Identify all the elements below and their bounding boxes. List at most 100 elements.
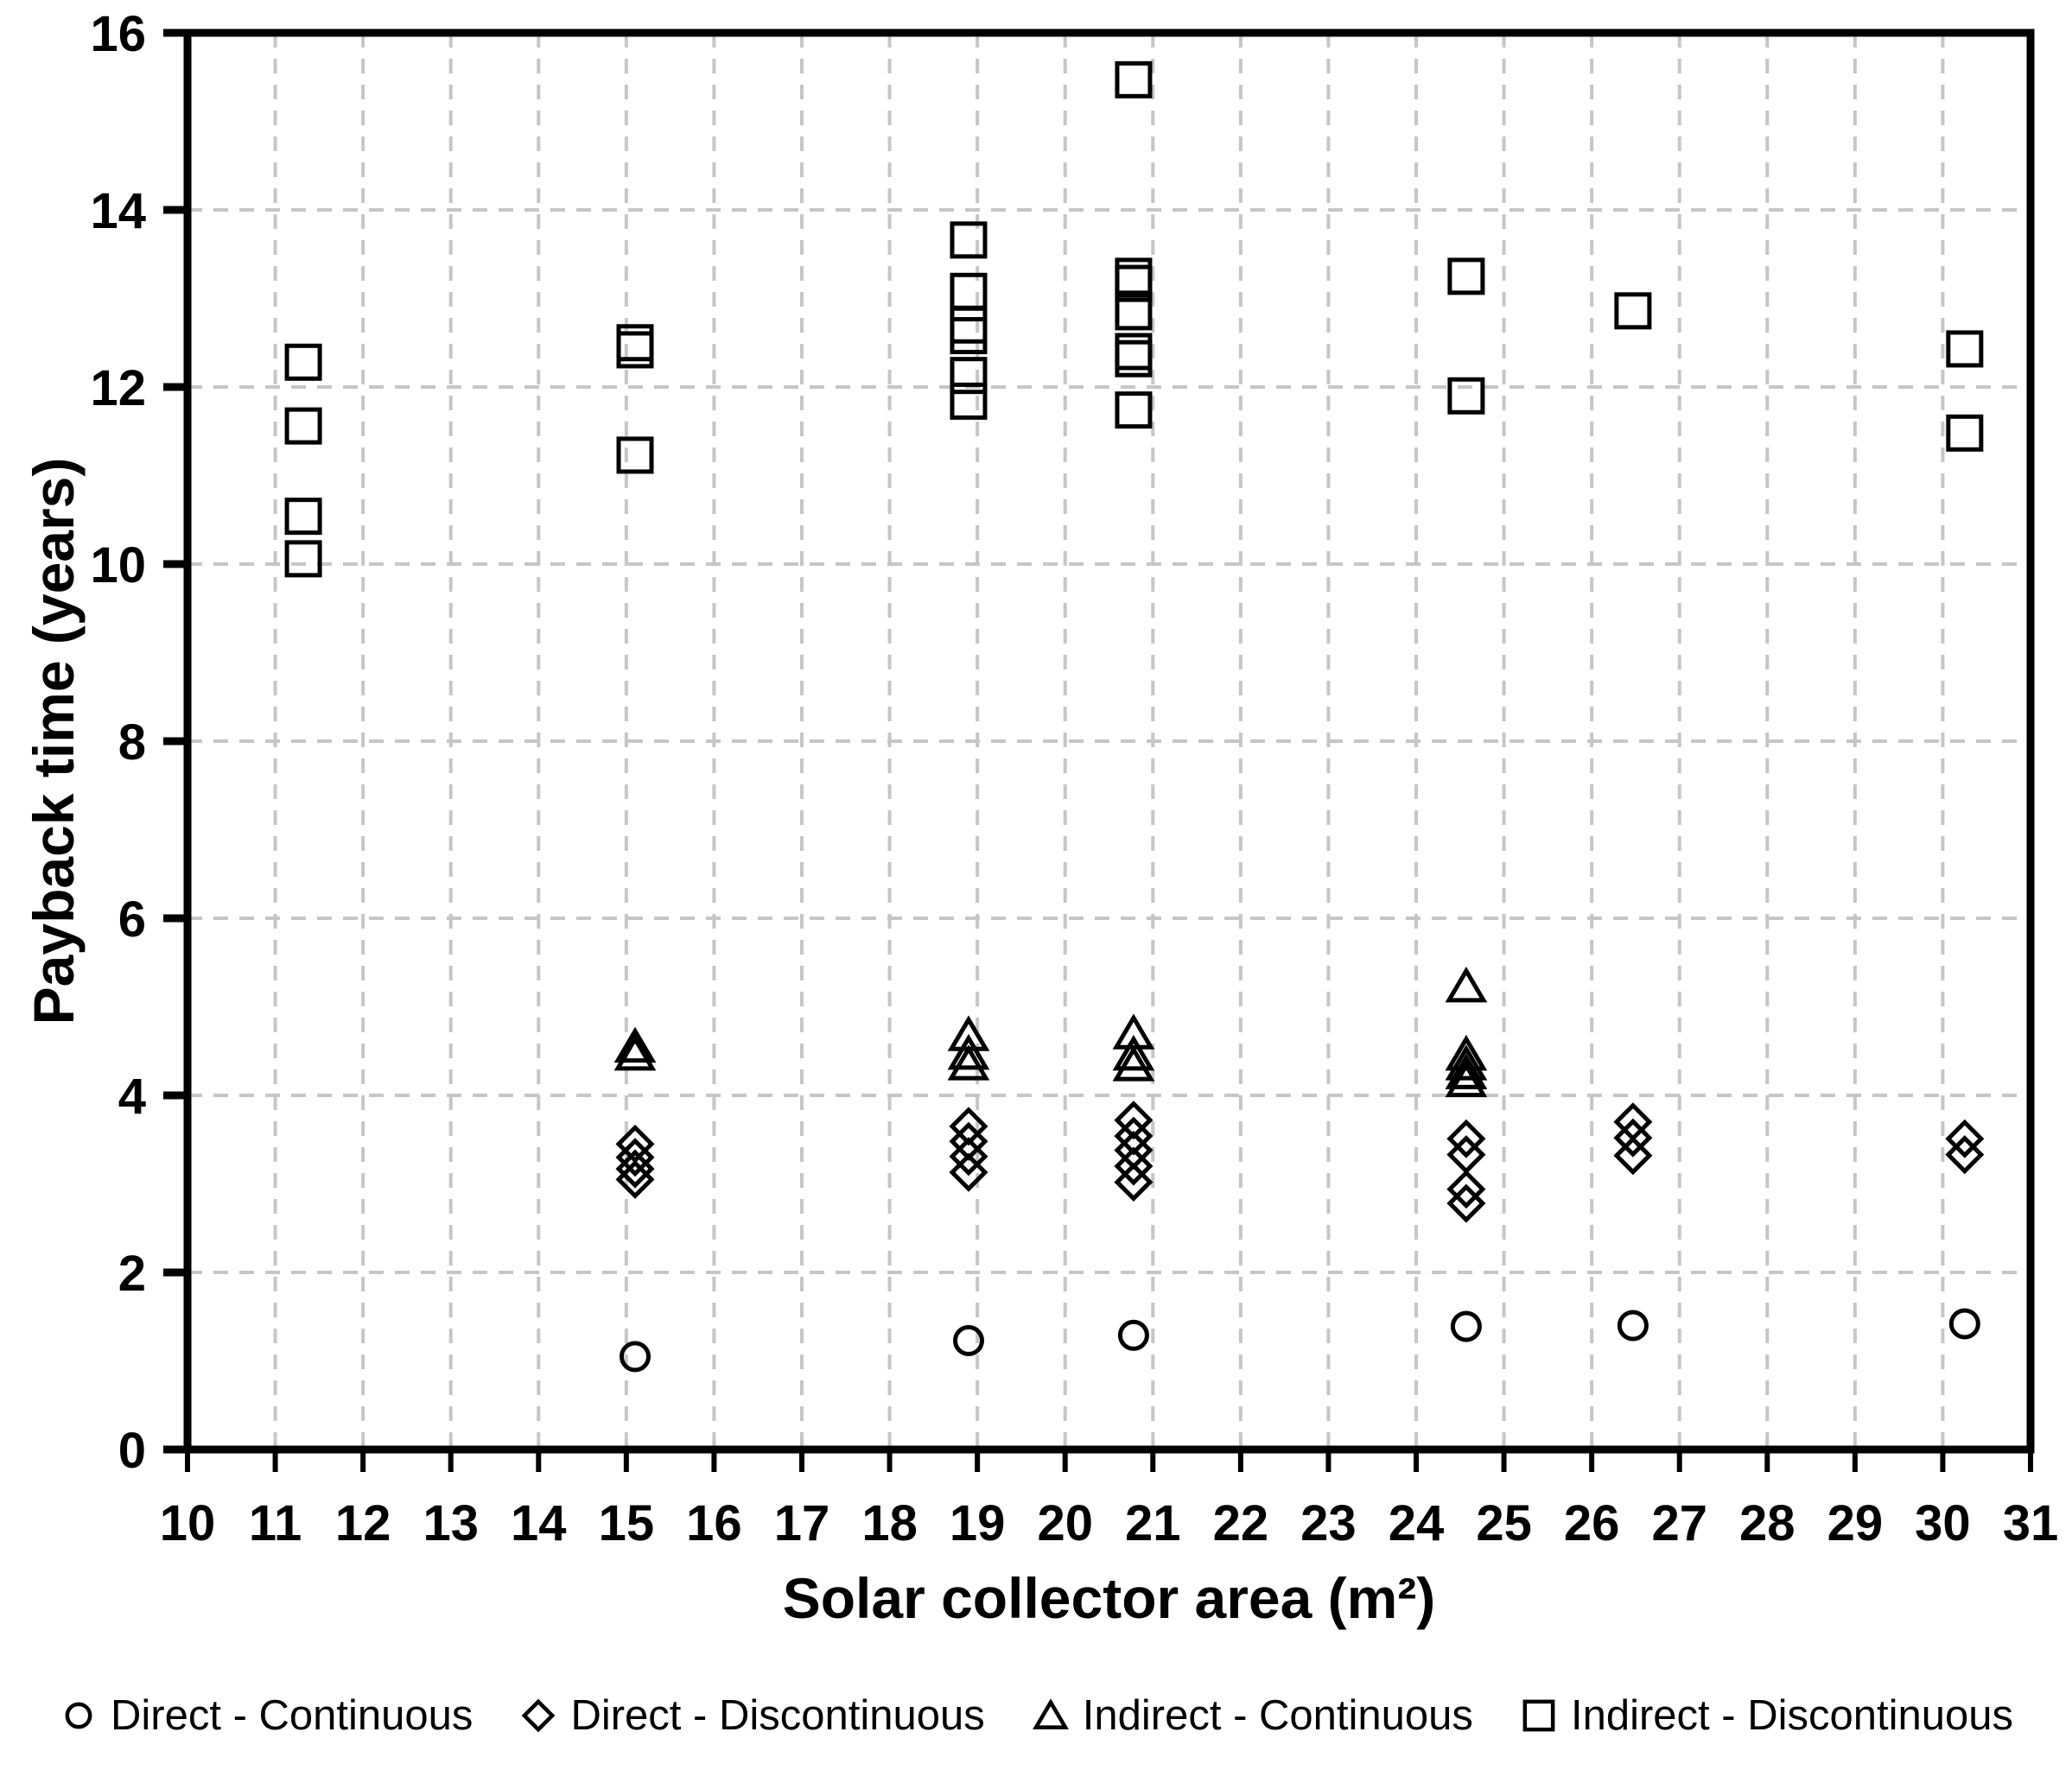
x-tick-label: 14 <box>511 1495 567 1551</box>
x-tick-label: 13 <box>423 1495 479 1551</box>
diamond-icon <box>522 1698 556 1733</box>
x-tick-label: 28 <box>1739 1495 1796 1551</box>
legend-label: Direct - Continuous <box>111 1692 474 1739</box>
x-tick-label: 29 <box>1827 1495 1884 1551</box>
marker-square <box>1115 264 1153 302</box>
marker-diamond <box>1945 1135 1985 1175</box>
x-tick-label: 26 <box>1564 1495 1620 1551</box>
x-tick-label: 19 <box>950 1495 1006 1551</box>
marker-triangle <box>1112 1045 1155 1082</box>
marker-diamond <box>615 1159 655 1199</box>
marker-diamond <box>1613 1118 1653 1158</box>
marker-square <box>950 382 988 420</box>
marker-square <box>1614 292 1652 330</box>
marker-square <box>950 272 988 310</box>
marker-diamond <box>615 1138 655 1177</box>
x-tick-label: 25 <box>1476 1495 1532 1551</box>
marker-square <box>950 317 988 355</box>
marker-square <box>1447 257 1485 295</box>
marker-circle <box>65 1702 92 1729</box>
marker-square <box>1447 377 1485 415</box>
legend-item-diamond: Direct - Discontinuous <box>518 1691 985 1740</box>
y-tick-label: 2 <box>118 1246 146 1302</box>
circle-icon <box>65 1702 92 1729</box>
y-axis-title: Payback time (years) <box>22 457 86 1025</box>
marker-square <box>616 436 654 474</box>
legend-label: Direct - Discontinuous <box>570 1692 985 1739</box>
y-tick-label: 16 <box>90 6 146 62</box>
x-tick-label: 31 <box>2003 1495 2059 1551</box>
legend-label: Indirect - Discontinuous <box>1570 1692 2013 1739</box>
marker-diamond <box>1114 1162 1154 1202</box>
marker-triangle <box>1445 966 1488 1003</box>
marker-square <box>1115 391 1153 429</box>
marker-square <box>616 331 654 369</box>
marker-triangle <box>1445 1061 1488 1098</box>
triangle-icon <box>1032 1698 1069 1729</box>
marker-diamond <box>949 1137 988 1177</box>
marker-circle <box>1617 1310 1649 1342</box>
x-tick-label: 23 <box>1300 1495 1357 1551</box>
x-tick-label: 15 <box>599 1495 655 1551</box>
marker-triangle <box>1445 1053 1488 1089</box>
y-tick-label: 0 <box>118 1423 146 1479</box>
marker-triangle <box>1112 1034 1155 1071</box>
x-tick-label: 22 <box>1213 1495 1269 1551</box>
marker-circle <box>620 1341 651 1373</box>
marker-square <box>1115 293 1153 331</box>
marker-circle <box>1450 1310 1482 1342</box>
x-tick-label: 30 <box>1915 1495 1971 1551</box>
marker-circle <box>1948 1308 1980 1340</box>
marker-diamond <box>1945 1119 1985 1158</box>
x-tick-label: 21 <box>1125 1495 1181 1551</box>
x-tick-label: 20 <box>1037 1495 1093 1551</box>
y-tick-label: 14 <box>90 183 146 239</box>
legend-item-square: Indirect - Discontinuous <box>1519 1691 2013 1740</box>
marker-diamond <box>1114 1146 1154 1186</box>
x-tick-label: 11 <box>249 1495 302 1551</box>
square-icon <box>1522 1699 1555 1732</box>
x-tick-label: 24 <box>1389 1495 1445 1551</box>
marker-square <box>284 498 322 536</box>
marker-square <box>1522 1699 1555 1732</box>
x-tick-label: 12 <box>335 1495 391 1551</box>
y-tick-label: 8 <box>118 714 146 771</box>
marker-triangle <box>1445 1044 1488 1081</box>
y-tick-label: 10 <box>90 537 146 593</box>
marker-diamond <box>615 1124 655 1164</box>
x-tick-label: 17 <box>774 1495 830 1551</box>
marker-triangle <box>613 1034 657 1071</box>
marker-triangle <box>1032 1698 1069 1729</box>
marker-diamond <box>949 1152 988 1192</box>
x-tick-label: 10 <box>160 1495 216 1551</box>
x-tick-label: 16 <box>686 1495 742 1551</box>
marker-square <box>284 540 322 578</box>
marker-circle <box>1117 1319 1149 1351</box>
marker-diamond <box>522 1698 556 1733</box>
marker-square <box>950 221 988 259</box>
marker-diamond <box>1446 1170 1486 1209</box>
marker-square <box>1115 60 1153 98</box>
marker-square <box>284 343 322 381</box>
y-tick-label: 6 <box>118 891 146 948</box>
legend-label: Indirect - Continuous <box>1082 1692 1473 1739</box>
marker-triangle <box>613 1026 657 1063</box>
marker-triangle <box>947 1033 990 1070</box>
marker-square <box>1946 330 1984 368</box>
marker-triangle <box>947 1044 990 1081</box>
marker-diamond <box>615 1149 655 1189</box>
x-axis-title: Solar collector area (m²) <box>782 1566 1436 1630</box>
x-tick-label: 27 <box>1651 1495 1707 1551</box>
marker-square <box>950 357 988 395</box>
y-tick-label: 12 <box>90 360 146 416</box>
marker-diamond <box>1446 1119 1486 1158</box>
legend-item-circle: Direct - Continuous <box>59 1691 473 1740</box>
marker-diamond <box>1613 1136 1653 1176</box>
marker-square <box>1946 414 1984 452</box>
marker-diamond <box>1446 1183 1486 1223</box>
marker-square <box>950 306 988 344</box>
marker-circle <box>952 1324 984 1356</box>
x-tick-label: 18 <box>861 1495 918 1551</box>
